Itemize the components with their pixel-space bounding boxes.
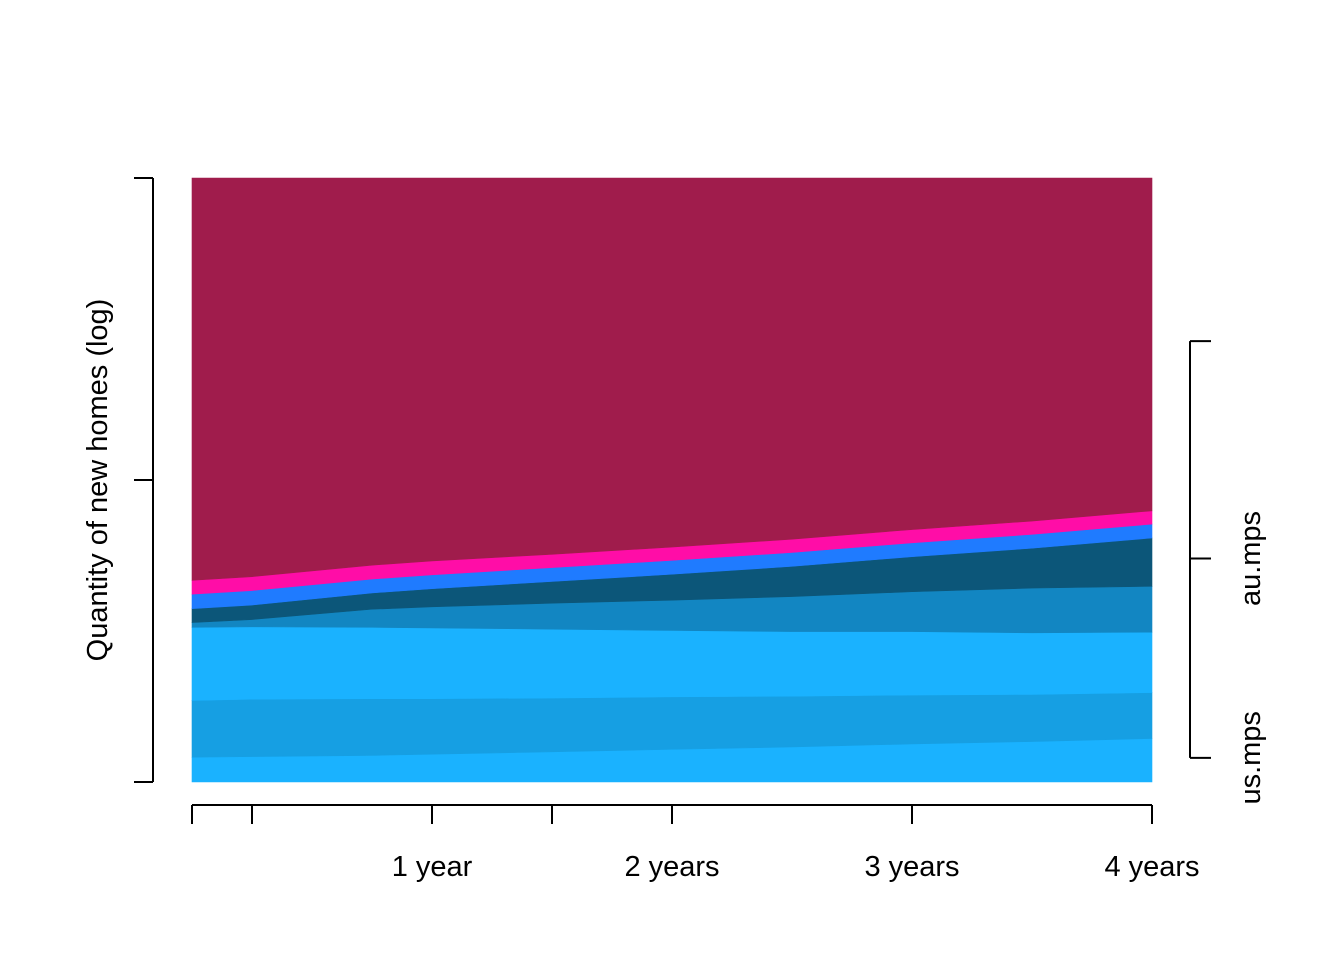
area-series-3 [191, 626, 1153, 701]
x-tick-label-1: 2 years [624, 851, 719, 883]
y-axis-label: Quantity of new homes (log) [82, 299, 114, 662]
y-axis [134, 177, 154, 783]
area-series-group [191, 177, 1153, 783]
right-axis: us.mps au.mps [1189, 340, 1267, 805]
x-tick-label-3: 4 years [1104, 851, 1199, 883]
x-axis: 1 year 2 years 3 years 4 years [191, 804, 1200, 883]
right-axis-label-0: us.mps [1235, 711, 1267, 804]
right-axis-label-1: au.mps [1235, 511, 1267, 606]
x-tick-label-2: 3 years [864, 851, 959, 883]
x-tick-label-0: 1 year [392, 851, 473, 883]
area-series-8 [191, 177, 1153, 581]
